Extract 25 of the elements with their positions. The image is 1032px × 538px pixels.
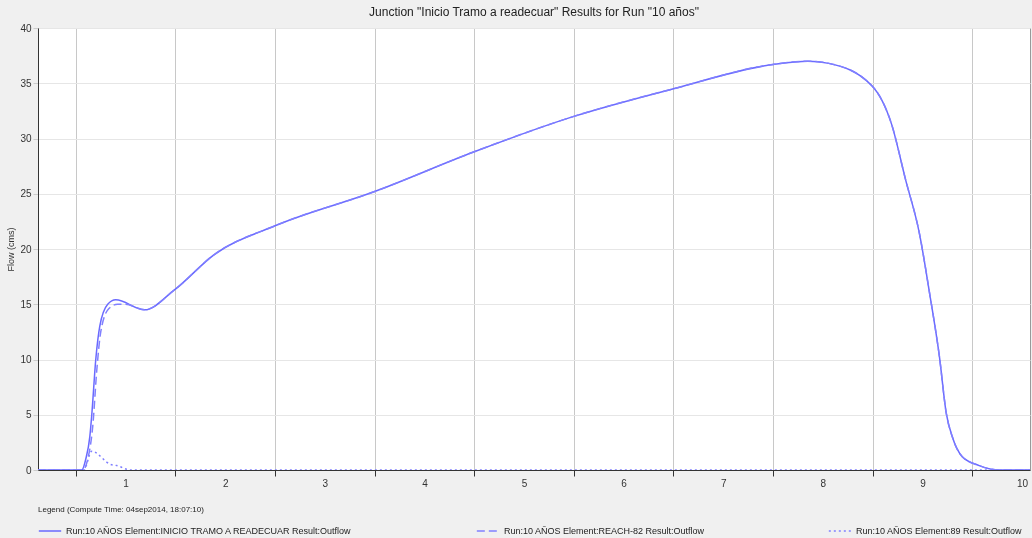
y-tick-label: 30 — [20, 133, 32, 144]
y-tick-label: 40 — [20, 22, 32, 34]
legend-label: Run:10 AÑOS Element:89 Result:Outflow — [856, 526, 1023, 536]
y-tick-label: 0 — [25, 464, 32, 476]
x-tick-label: 5 — [521, 477, 528, 489]
y-tick-label: 20 — [20, 243, 32, 255]
x-tick-label: 10 — [1016, 477, 1029, 489]
x-tick-label: 7 — [720, 477, 727, 489]
chart-title: Junction "Inicio Tramo a readecuar" Results for Run "10 años" — [369, 5, 699, 19]
y-tick-label: 5 — [25, 409, 32, 421]
x-tick-label: 3 — [322, 477, 329, 489]
x-tick-label: 6 — [621, 477, 628, 489]
legend-label: Run:10 AÑOS Element:INICIO TRAMO A READECUAR Result:Outflow — [66, 526, 351, 536]
y-tick-label: 25 — [20, 188, 32, 200]
y-tick-label: 15 — [20, 298, 32, 310]
x-tick-label: 4 — [422, 477, 429, 489]
x-tick-label: 1 — [123, 477, 130, 489]
y-tick-label: 10 — [20, 354, 32, 365]
y-axis-title: Flow (cms) — [6, 227, 17, 272]
x-tick-label: 8 — [820, 477, 827, 489]
x-tick-label: 9 — [920, 477, 927, 489]
legend-label: Run:10 AÑOS Element:REACH-82 Result:Outflow — [504, 526, 705, 536]
legend-title: Legend (Compute Time: 04sep2014, 18:07:10) — [38, 505, 205, 514]
x-tick-label: 2 — [222, 477, 229, 489]
y-tick-label: 35 — [20, 77, 32, 89]
